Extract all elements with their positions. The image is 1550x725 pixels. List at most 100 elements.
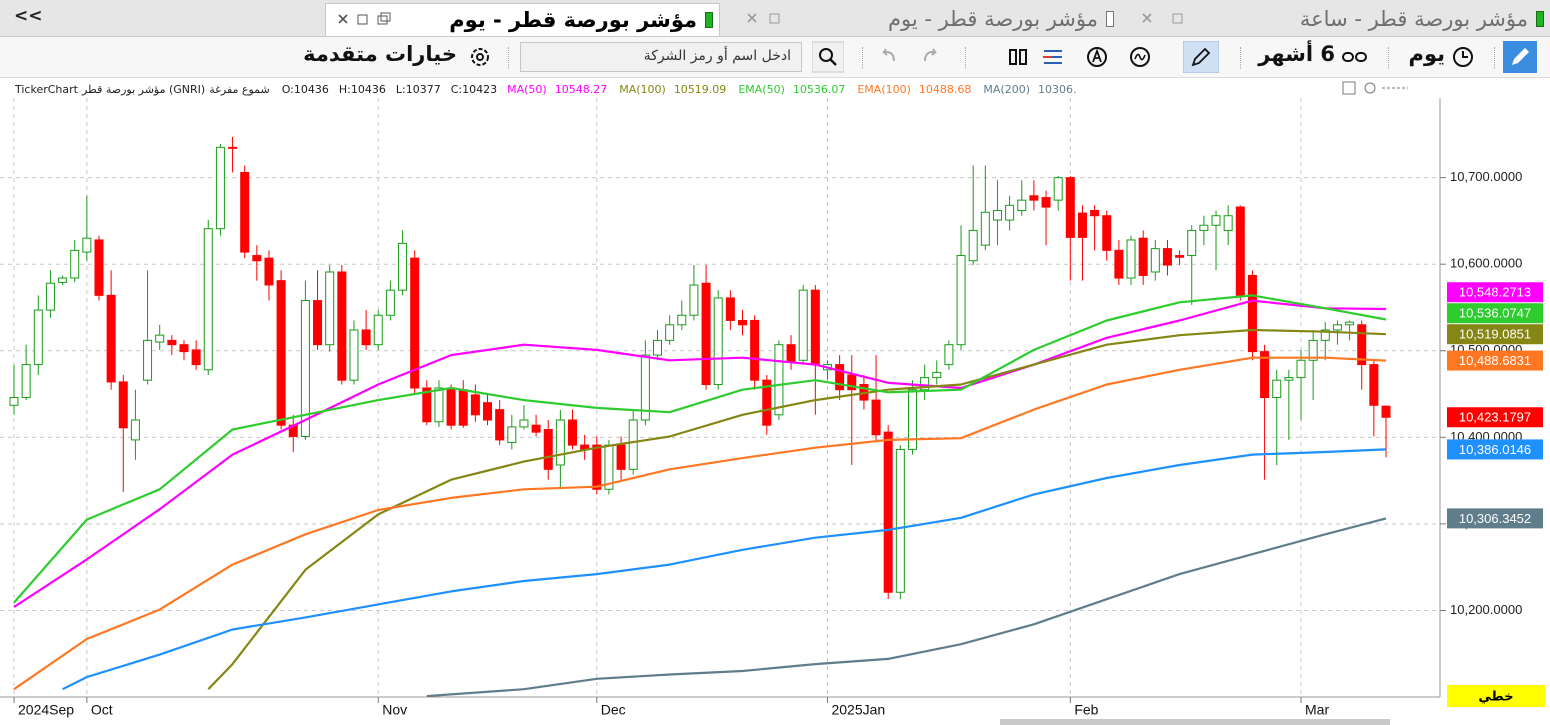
candle-body — [21, 364, 31, 398]
undo-button[interactable] — [875, 41, 901, 73]
interval-icon[interactable] — [1450, 41, 1476, 73]
candle-body — [228, 146, 238, 149]
indicator-icon[interactable] — [1127, 41, 1153, 73]
candle-body — [689, 284, 699, 316]
tab[interactable]: مؤشر بورصة قطر - يوم — [325, 3, 720, 36]
advanced-options[interactable]: خيارات متقدمة — [303, 42, 457, 66]
candle-body — [956, 255, 966, 346]
info-text: شموع مفرغة — [209, 83, 270, 96]
info-text: TickerChart — [14, 83, 79, 96]
candle-body — [1090, 210, 1100, 217]
candle-body — [1235, 206, 1245, 296]
scrollbar[interactable] — [1000, 719, 1390, 725]
candle-body — [1296, 359, 1306, 379]
redo-button[interactable] — [918, 41, 944, 73]
candle-body — [1345, 321, 1355, 326]
tab-bar: << مؤشر بورصة قطر - يوم مؤشر بورصة قطر -… — [0, 0, 1550, 37]
info-text: 10519.09 — [674, 83, 727, 96]
candle-body — [385, 289, 395, 316]
candle-body — [45, 282, 55, 311]
separator — [1388, 47, 1390, 69]
search-box[interactable]: ادخل اسم أو رمز الشركة — [520, 42, 802, 72]
tab[interactable]: مؤشر بورصة قطر - ساعة — [1130, 3, 1550, 36]
x-tick-label: 2024Sep — [18, 702, 74, 718]
candle-body — [1126, 239, 1136, 279]
candle-body — [458, 389, 468, 426]
candle-body — [82, 237, 92, 253]
price-label: 10,386.0146 — [1459, 442, 1531, 457]
info-text: C:10423 — [451, 83, 497, 96]
info-text: 10548.27 — [555, 83, 608, 96]
settings-icon[interactable] — [467, 41, 493, 73]
indicator-line — [207, 328, 1387, 690]
period-icon[interactable] — [1341, 41, 1369, 73]
price-label: 10,519.0851 — [1459, 327, 1531, 342]
search-button[interactable] — [812, 41, 844, 73]
candle-body — [871, 399, 881, 436]
info-text: EMA(100) — [857, 83, 911, 96]
candle-body — [1053, 177, 1063, 201]
candle-body — [1017, 199, 1027, 212]
candle-body — [94, 239, 104, 296]
tab[interactable]: مؤشر بورصة قطر - يوم — [735, 3, 1120, 36]
layers-icon[interactable] — [1040, 41, 1066, 73]
info-text: 10488.68 — [919, 83, 972, 96]
interval[interactable]: يوم — [1408, 42, 1445, 66]
candle-body — [1381, 405, 1391, 418]
candle-body — [483, 402, 493, 421]
alert-icon[interactable] — [1084, 41, 1110, 73]
tab-icons[interactable] — [743, 9, 783, 29]
compare-icon[interactable] — [1005, 41, 1031, 73]
candle-body — [774, 344, 784, 416]
draw-button[interactable] — [1503, 41, 1537, 73]
candle-body — [640, 354, 650, 421]
candle-body — [215, 146, 225, 230]
candle-body — [325, 271, 335, 346]
candle-body — [495, 409, 505, 441]
info-text: O:10436 — [282, 83, 329, 96]
price-label-box — [1447, 350, 1543, 371]
y-tick-label: 10,600.0000 — [1450, 256, 1522, 271]
candle-body — [1320, 329, 1330, 341]
candle-body — [167, 339, 177, 346]
collapse-button[interactable]: << — [14, 6, 43, 26]
candle-body — [361, 329, 371, 346]
tab-marker — [705, 12, 713, 28]
info-text: L:10377 — [396, 83, 441, 96]
candle-body — [155, 334, 165, 343]
candle-body — [470, 394, 480, 416]
candle-body — [750, 319, 760, 381]
x-tick-label: 2025Jan — [831, 702, 885, 718]
candle-body — [1065, 177, 1075, 238]
period[interactable]: 6 أشهر — [1258, 42, 1335, 66]
candle-body — [677, 314, 687, 326]
line-style-button[interactable] — [1447, 685, 1545, 707]
grid — [0, 98, 1440, 697]
candles — [9, 136, 1391, 600]
candle-body — [1272, 379, 1282, 399]
candle-body — [446, 389, 456, 426]
tab-icons[interactable] — [1138, 9, 1188, 29]
info-text: EMA(50) — [738, 83, 785, 96]
price-label-box — [1447, 407, 1543, 428]
drawing-tool[interactable] — [1183, 41, 1219, 73]
candle-body — [252, 255, 262, 262]
candle-body — [1150, 248, 1160, 273]
price-label-box — [1447, 324, 1543, 345]
candle-body — [1211, 215, 1221, 226]
candle-body — [519, 419, 529, 428]
candle-body — [944, 344, 954, 366]
candle-body — [725, 297, 735, 321]
price-label: 10,536.0747 — [1459, 306, 1531, 321]
tab-icons[interactable] — [334, 10, 396, 30]
candle-body — [1005, 204, 1015, 221]
candle-body — [1162, 248, 1172, 266]
candle-body — [847, 374, 857, 391]
candle-body — [920, 377, 930, 391]
x-tick-label: Dec — [601, 702, 626, 718]
candle-body — [713, 297, 723, 386]
price-label: 10,423.1797 — [1459, 410, 1531, 425]
candle-body — [1187, 229, 1197, 257]
